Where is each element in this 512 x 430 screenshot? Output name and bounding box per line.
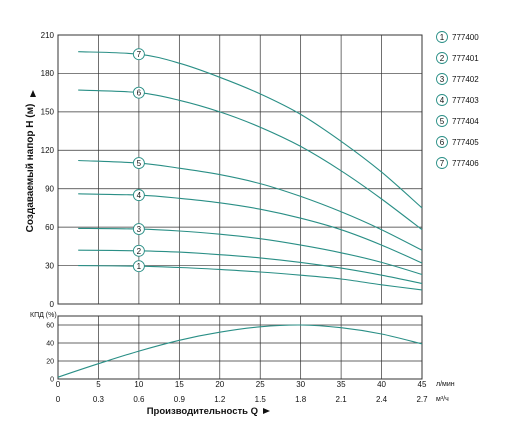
unit-lmin-label: л/мин: [436, 381, 455, 388]
plot-frame: [57, 34, 423, 305]
y-tick-label: 90: [45, 185, 54, 194]
legend-label: 777400: [452, 33, 479, 42]
x-tick-m3h: 1.2: [214, 395, 226, 404]
curve-marker-5: [132, 157, 145, 170]
x-tick-m3h: 2.7: [416, 395, 428, 404]
legend-label: 777406: [452, 159, 479, 168]
legend-marker-label: 4: [440, 96, 445, 105]
head-panel: 0 30 60 90 120 150 180 210 1 2 3 4 5 6 7: [41, 31, 423, 309]
x-tick-lmin: 35: [337, 380, 346, 389]
curve-marker-label: 5: [137, 159, 142, 168]
curve-777400: [78, 265, 423, 291]
x-axis-label: Производительность Q: [147, 406, 258, 417]
head-axis-label: Создаваемый напор H (м): [25, 104, 36, 233]
curve-777401: [78, 249, 423, 285]
y-tick-label: 30: [45, 261, 54, 270]
curve-marker-label: 4: [137, 191, 142, 200]
x-tick-lmin: 15: [175, 380, 184, 389]
legend-marker-label: 5: [440, 117, 445, 126]
legend-marker-label: 7: [440, 159, 445, 168]
x-axis-arrow-icon: [263, 408, 270, 414]
x-tick-m3h: 1.8: [295, 395, 307, 404]
x-tick-lmin: 40: [377, 380, 386, 389]
legend-marker-2: [436, 52, 448, 64]
x-tick-lmin: 10: [134, 380, 143, 389]
curve-marker-label: 3: [137, 225, 142, 234]
curve-marker-6: [132, 86, 145, 99]
legend-label: 777401: [452, 54, 479, 63]
x-tick-m3h: 2.1: [336, 395, 348, 404]
legend-marker-7: [436, 157, 448, 169]
curve-marker-4: [132, 189, 145, 202]
x-tick-m3h: 2.4: [376, 395, 388, 404]
curve-777406: [78, 51, 423, 209]
x-tick-lmin: 0: [56, 380, 61, 389]
efficiency-axis-label: КПД (%): [30, 312, 57, 319]
x-tick-lmin: 45: [418, 380, 427, 389]
legend-label: 777405: [452, 138, 479, 147]
legend-marker-6: [436, 136, 448, 148]
x-tick-m3h: 0.3: [93, 395, 105, 404]
y-tick-label: 60: [45, 223, 54, 232]
unit-m3h-label: м³/ч: [436, 396, 449, 403]
curve-marker-3: [132, 223, 145, 236]
legend-marker-label: 6: [440, 138, 445, 147]
x-tick-m3h: 0.6: [133, 395, 145, 404]
curve-777403: [78, 193, 423, 264]
x-axes: 0 5 10 15 20 25 30 35 40 45 0 0.3 0.6 0.9 1.2 1.5 1.8 2.1…: [56, 380, 428, 404]
y-tick-label: 20: [46, 358, 54, 365]
legend-marker-1: [436, 31, 448, 43]
curve-777404: [78, 159, 423, 251]
x-tick-m3h: 0.9: [174, 395, 186, 404]
legend-label: 777403: [452, 96, 479, 105]
x-tick-lmin: 25: [256, 380, 265, 389]
x-tick-lmin: 30: [296, 380, 305, 389]
y-tick-label: 120: [41, 146, 55, 155]
curve-777402: [78, 227, 423, 276]
y-tick-label: 150: [41, 108, 55, 117]
x-tick-lmin: 20: [215, 380, 224, 389]
efficiency-curve: [57, 324, 423, 378]
legend-label: 777402: [452, 75, 479, 84]
y-tick-label: 60: [46, 322, 54, 329]
y-axis-arrow-icon: [30, 90, 36, 97]
legend: 1 777400 2 777401 3 777402 4 777403 5 777404 6 7774…: [436, 31, 479, 169]
y-tick-label: 0: [50, 376, 54, 383]
curve-marker-label: 2: [137, 247, 142, 256]
curve-marker-label: 6: [137, 89, 142, 98]
y-tick-label: 40: [46, 340, 54, 347]
plot-frame: [57, 315, 423, 380]
y-tick-label: 0: [50, 300, 55, 309]
legend-marker-label: 3: [440, 75, 445, 84]
legend-marker-4: [436, 94, 448, 106]
curve-marker-label: 1: [137, 262, 142, 271]
legend-marker-label: 2: [440, 54, 445, 63]
legend-label: 777404: [452, 117, 479, 126]
curve-777405: [78, 89, 423, 231]
x-tick-m3h: 1.5: [255, 395, 267, 404]
efficiency-panel: 0 20 40 60: [46, 315, 423, 383]
legend-marker-label: 1: [440, 33, 445, 42]
x-tick-m3h: 0: [56, 395, 61, 404]
y-tick-label: 210: [41, 31, 55, 40]
curve-marker-label: 7: [137, 50, 142, 59]
curve-marker-1: [132, 260, 145, 273]
curve-marker-7: [132, 48, 145, 61]
y-tick-label: 180: [41, 69, 55, 78]
x-tick-lmin: 5: [96, 380, 101, 389]
legend-marker-5: [436, 115, 448, 127]
legend-marker-3: [436, 73, 448, 85]
curve-marker-2: [132, 244, 145, 257]
